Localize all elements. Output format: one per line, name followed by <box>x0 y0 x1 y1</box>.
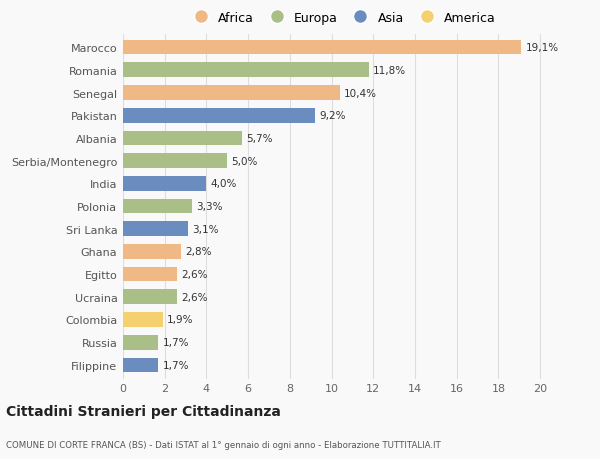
Text: 2,8%: 2,8% <box>185 247 212 257</box>
Text: 3,1%: 3,1% <box>192 224 218 234</box>
Bar <box>123 313 163 327</box>
Text: 1,7%: 1,7% <box>163 337 189 347</box>
Bar <box>123 199 192 214</box>
Text: 4,0%: 4,0% <box>211 179 237 189</box>
Text: 11,8%: 11,8% <box>373 66 406 76</box>
Legend: Africa, Europa, Asia, America: Africa, Europa, Asia, America <box>188 12 496 25</box>
Bar <box>123 41 521 56</box>
Bar <box>123 154 227 168</box>
Text: 2,6%: 2,6% <box>181 292 208 302</box>
Text: 19,1%: 19,1% <box>526 43 559 53</box>
Text: 2,6%: 2,6% <box>181 269 208 280</box>
Text: 9,2%: 9,2% <box>319 111 346 121</box>
Bar <box>123 63 369 78</box>
Text: 10,4%: 10,4% <box>344 88 377 98</box>
Bar <box>123 131 242 146</box>
Text: 3,3%: 3,3% <box>196 202 223 212</box>
Text: 1,7%: 1,7% <box>163 360 189 370</box>
Bar <box>123 86 340 101</box>
Text: COMUNE DI CORTE FRANCA (BS) - Dati ISTAT al 1° gennaio di ogni anno - Elaborazio: COMUNE DI CORTE FRANCA (BS) - Dati ISTAT… <box>6 441 441 449</box>
Bar <box>123 335 158 350</box>
Bar <box>123 358 158 372</box>
Bar <box>123 290 177 304</box>
Text: 5,7%: 5,7% <box>246 134 272 144</box>
Text: Cittadini Stranieri per Cittadinanza: Cittadini Stranieri per Cittadinanza <box>6 404 281 419</box>
Text: 5,0%: 5,0% <box>232 156 258 166</box>
Bar <box>123 109 315 123</box>
Text: 1,9%: 1,9% <box>167 315 193 325</box>
Bar <box>123 177 206 191</box>
Bar <box>123 267 177 282</box>
Bar <box>123 222 188 236</box>
Bar <box>123 245 181 259</box>
